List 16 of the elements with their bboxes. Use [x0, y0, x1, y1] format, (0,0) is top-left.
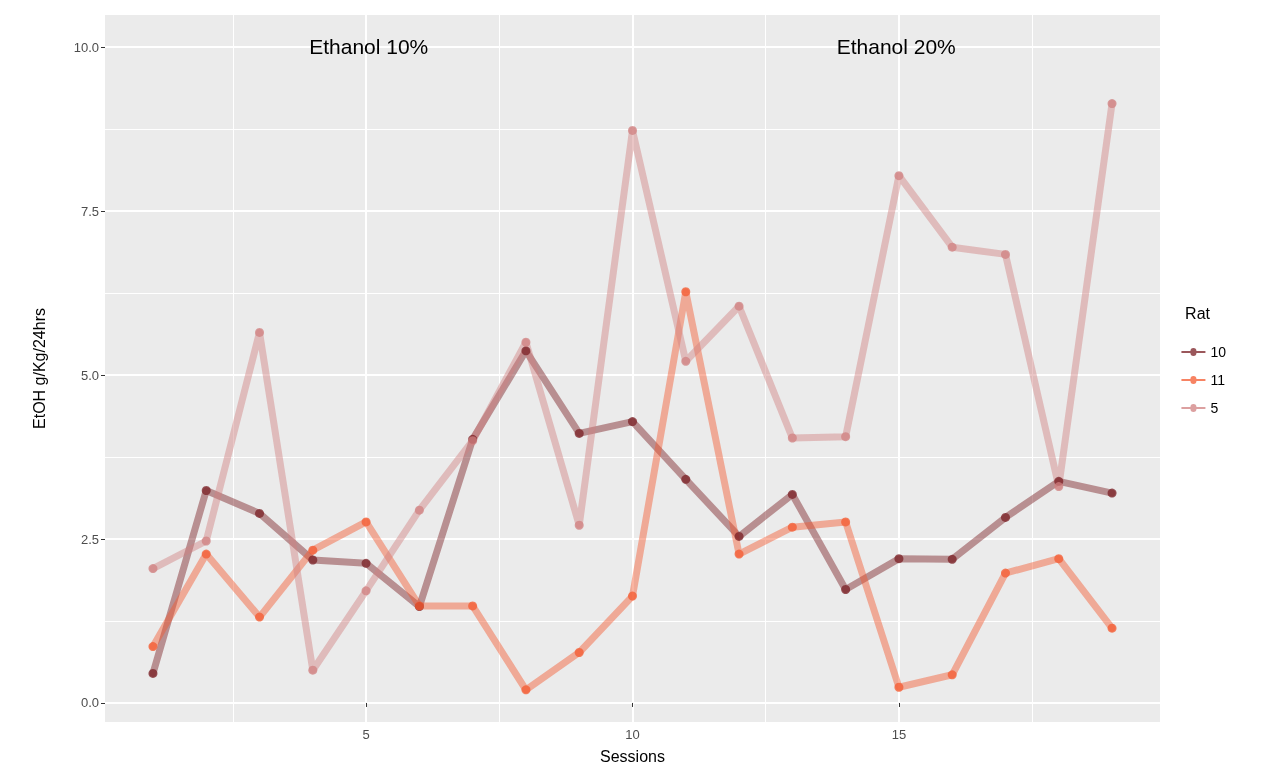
legend-label: 11: [1210, 372, 1226, 388]
y-tick-label: 7.5: [80, 203, 99, 219]
y-tick-label: 10.0: [73, 39, 99, 55]
y-axis-title: EtOH g/Kg/24hrs: [30, 308, 48, 429]
legend-label: 5: [1210, 400, 1219, 416]
y-tick-label: 2.5: [80, 531, 99, 547]
annotation: Ethanol 20%: [836, 35, 956, 58]
x-tick-label: 5: [362, 727, 370, 742]
y-tick-label: 0.0: [80, 695, 99, 711]
y-tick-label: 5.0: [80, 367, 99, 383]
legend-label: 10: [1210, 344, 1227, 360]
x-tick-label: 15: [891, 727, 907, 742]
x-axis-title: Sessions: [600, 747, 665, 765]
legend-title: Rat: [1185, 304, 1211, 322]
annotation: Ethanol 10%: [309, 35, 429, 58]
x-tick-label: 10: [625, 727, 640, 742]
